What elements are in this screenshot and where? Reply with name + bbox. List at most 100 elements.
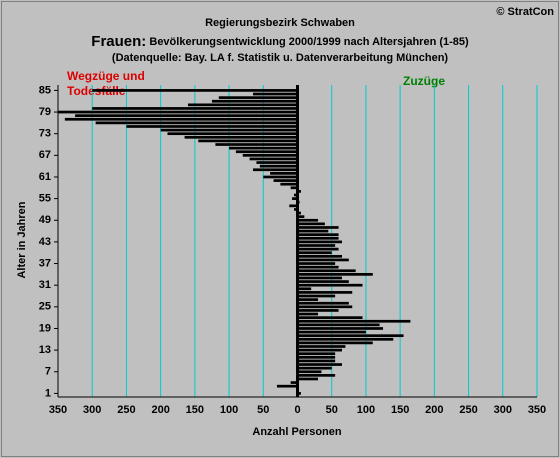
- y-tick-label: 61: [39, 171, 51, 183]
- bar: [297, 229, 329, 233]
- bar: [249, 157, 298, 161]
- bar: [297, 309, 339, 312]
- bar: [160, 128, 298, 132]
- bar: [211, 99, 298, 103]
- bar: [235, 150, 298, 154]
- bar: [297, 323, 380, 327]
- bar: [297, 240, 342, 244]
- bar: [276, 384, 298, 388]
- bar: [242, 153, 298, 157]
- bar: [297, 236, 339, 240]
- bar: [58, 110, 298, 114]
- x-tick-label: 250: [117, 404, 135, 416]
- bar: [289, 204, 298, 208]
- x-tick-label: 200: [151, 404, 169, 416]
- bar: [297, 316, 363, 319]
- bar: [297, 273, 373, 276]
- bar: [273, 179, 298, 182]
- x-tick-label: 350: [49, 404, 67, 416]
- annotation-left: Wegzüge und: [67, 69, 145, 83]
- x-tick-label: 250: [459, 404, 477, 416]
- bar: [297, 392, 301, 395]
- bar: [297, 280, 349, 283]
- bar: [297, 363, 342, 366]
- x-tick-label: 300: [83, 404, 101, 416]
- x-tick-label: 100: [220, 404, 238, 416]
- y-tick-label: 79: [39, 106, 51, 118]
- bar: [92, 89, 298, 92]
- bar: [167, 132, 298, 136]
- bar: [297, 287, 312, 291]
- x-tick-label: 150: [186, 404, 204, 416]
- bar: [297, 337, 394, 341]
- bar: [297, 327, 384, 330]
- bar: [297, 226, 339, 229]
- bar: [126, 125, 298, 128]
- bar: [297, 352, 336, 356]
- bar: [297, 233, 339, 237]
- bar: [297, 251, 332, 255]
- bar: [92, 107, 298, 110]
- y-tick-label: 73: [39, 128, 51, 140]
- y-tick-label: 85: [39, 84, 51, 96]
- bar: [297, 345, 346, 348]
- bar: [297, 265, 339, 269]
- bar: [297, 319, 411, 323]
- bar: [256, 161, 298, 164]
- y-tick-label: 67: [39, 149, 51, 161]
- bar: [188, 103, 298, 107]
- x-tick-label: 100: [357, 404, 375, 416]
- bar: [297, 222, 325, 226]
- annotation-right: Zuzüge: [403, 74, 445, 88]
- bar: [297, 262, 336, 265]
- bar: [280, 182, 298, 186]
- bar: [297, 218, 319, 222]
- chart-title: Regierungsbezirk Schwaben: [205, 17, 355, 29]
- source: (Datenquelle: Bay. LA f. Statistik u. Da…: [112, 52, 448, 64]
- bar: [297, 348, 342, 352]
- bar: [253, 92, 298, 96]
- bar: [297, 215, 305, 219]
- bar: [297, 283, 363, 287]
- bar: [297, 291, 353, 294]
- y-tick-label: 43: [39, 236, 51, 248]
- bar: [215, 143, 298, 146]
- y-tick-label: 31: [39, 279, 51, 291]
- y-tick-label: 49: [39, 214, 51, 226]
- y-axis-label: Alter in Jahren: [16, 201, 28, 278]
- y-tick-label: 19: [39, 322, 51, 334]
- bar: [229, 146, 298, 150]
- bar: [75, 114, 298, 118]
- bar: [294, 193, 298, 197]
- bar: [297, 247, 339, 251]
- bar: [297, 211, 301, 215]
- x-tick-label: 0: [294, 404, 300, 416]
- bar: [297, 330, 366, 334]
- subtitle-lead: Frauen:: [91, 33, 146, 50]
- bar: [297, 366, 332, 370]
- bar: [290, 186, 298, 190]
- bar: [95, 121, 298, 125]
- y-tick-label: 7: [45, 366, 51, 378]
- bar: [297, 341, 373, 345]
- x-tick-label: 350: [528, 404, 546, 416]
- y-tick-label: 1: [45, 387, 51, 399]
- bar: [297, 305, 353, 309]
- x-tick-label: 200: [425, 404, 443, 416]
- y-tick-label: 37: [39, 257, 51, 269]
- bar: [218, 96, 298, 99]
- bar: [297, 301, 349, 305]
- x-tick-label: 50: [326, 404, 338, 416]
- bar: [290, 381, 298, 384]
- y-tick-label: 55: [39, 193, 51, 205]
- subtitle: Bevölkerungsentwicklung 2000/1999 nach A…: [149, 36, 469, 48]
- bar: [253, 168, 298, 172]
- bar: [297, 355, 336, 359]
- y-tick-label: 25: [39, 301, 51, 313]
- bar: [184, 135, 298, 139]
- y-tick-label: 13: [39, 344, 51, 356]
- bar: [297, 312, 319, 316]
- x-tick-label: 300: [494, 404, 512, 416]
